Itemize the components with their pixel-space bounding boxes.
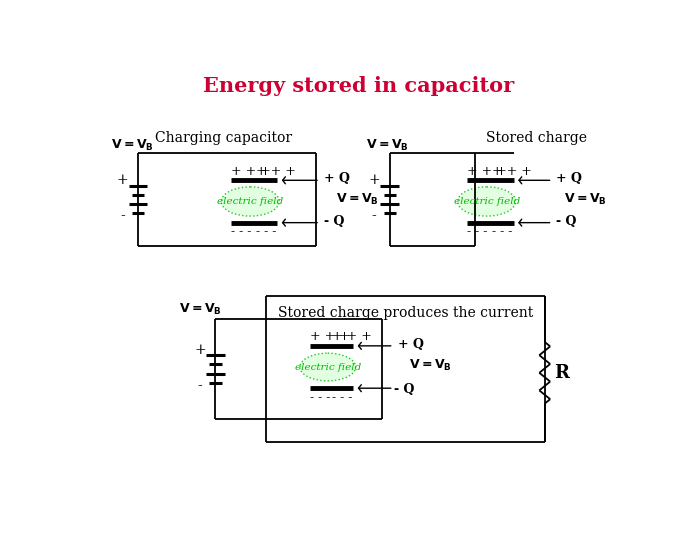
Text: - - -: - - - bbox=[310, 391, 330, 404]
Text: + Q: + Q bbox=[556, 172, 582, 185]
Text: + + +: + + + bbox=[310, 330, 350, 343]
Text: - - -: - - - bbox=[231, 225, 251, 238]
Text: $\mathbf{V = V_B}$: $\mathbf{V = V_B}$ bbox=[111, 138, 153, 153]
Text: - - -: - - - bbox=[332, 391, 352, 404]
Text: - Q: - Q bbox=[393, 383, 414, 396]
Text: Charging capacitor: Charging capacitor bbox=[155, 131, 292, 145]
Text: -: - bbox=[372, 210, 377, 224]
Text: - - -: - - - bbox=[492, 225, 512, 238]
Text: - - -: - - - bbox=[468, 225, 488, 238]
Text: + Q: + Q bbox=[324, 172, 350, 185]
Text: +: + bbox=[368, 173, 380, 187]
Text: Stored charge produces the current: Stored charge produces the current bbox=[278, 306, 533, 320]
Text: +: + bbox=[194, 343, 206, 357]
Text: - Q: - Q bbox=[324, 214, 344, 228]
Text: + + +: + + + bbox=[468, 165, 507, 178]
Text: electric field: electric field bbox=[295, 362, 361, 372]
Text: + + +: + + + bbox=[231, 165, 271, 178]
Ellipse shape bbox=[458, 187, 516, 216]
Ellipse shape bbox=[221, 187, 279, 216]
Text: + + +: + + + bbox=[256, 165, 295, 178]
Text: + + +: + + + bbox=[492, 165, 532, 178]
Text: electric field: electric field bbox=[454, 197, 519, 206]
Text: R: R bbox=[554, 364, 569, 382]
Text: -: - bbox=[197, 379, 202, 393]
Text: electric field: electric field bbox=[217, 197, 284, 206]
Text: + + +: + + + bbox=[332, 330, 372, 343]
Text: $\mathbf{V = V_B}$: $\mathbf{V = V_B}$ bbox=[179, 302, 222, 317]
Text: +: + bbox=[117, 173, 128, 187]
Text: - Q: - Q bbox=[556, 214, 577, 228]
Text: $\mathbf{V = V_B}$: $\mathbf{V = V_B}$ bbox=[367, 138, 410, 153]
Text: $\mathbf{V = V_B}$: $\mathbf{V = V_B}$ bbox=[564, 192, 607, 207]
Text: + Q: + Q bbox=[398, 338, 424, 351]
Text: - - -: - - - bbox=[256, 225, 276, 238]
Text: -: - bbox=[120, 210, 125, 224]
Text: $\mathbf{V = V_B}$: $\mathbf{V = V_B}$ bbox=[335, 192, 378, 207]
Ellipse shape bbox=[300, 353, 356, 381]
Text: $\mathbf{V = V_B}$: $\mathbf{V = V_B}$ bbox=[409, 357, 452, 373]
Text: Energy stored in capacitor: Energy stored in capacitor bbox=[203, 76, 514, 96]
Text: Stored charge: Stored charge bbox=[486, 131, 587, 145]
